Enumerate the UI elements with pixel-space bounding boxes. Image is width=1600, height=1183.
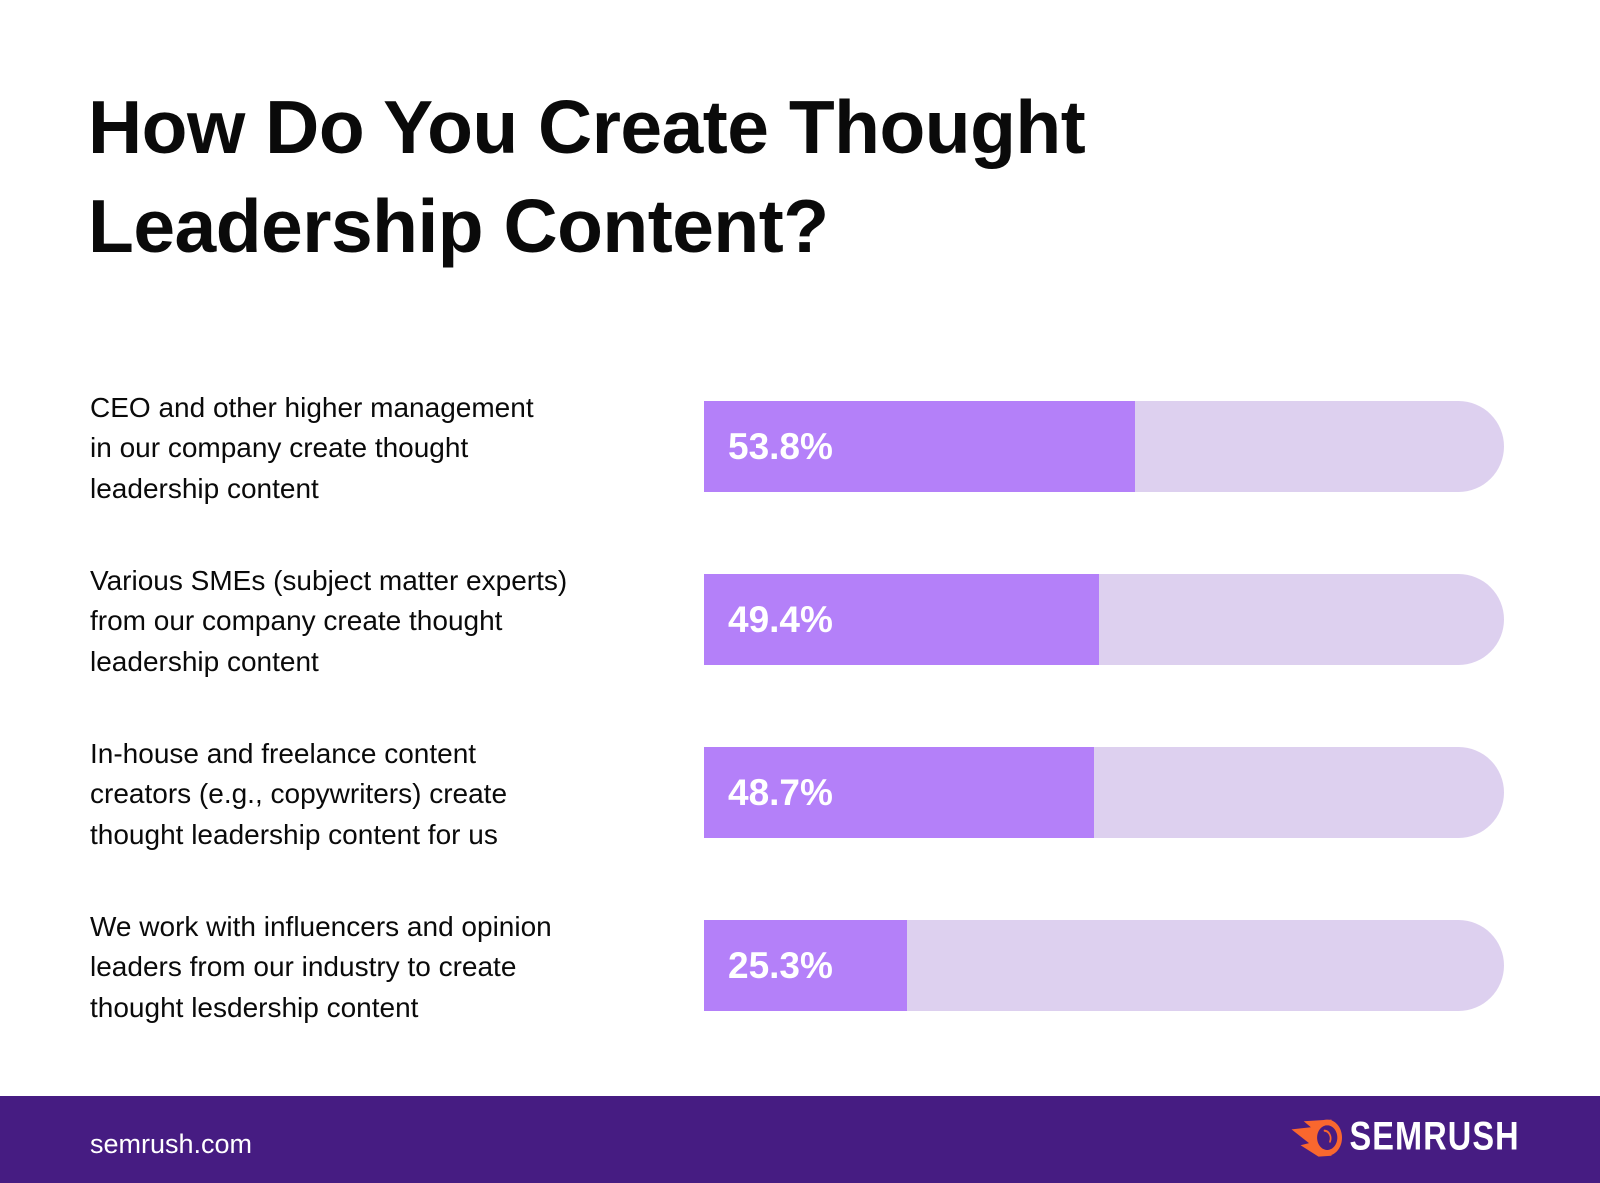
svg-text:SEMRUSH: SEMRUSH (1350, 1114, 1520, 1159)
